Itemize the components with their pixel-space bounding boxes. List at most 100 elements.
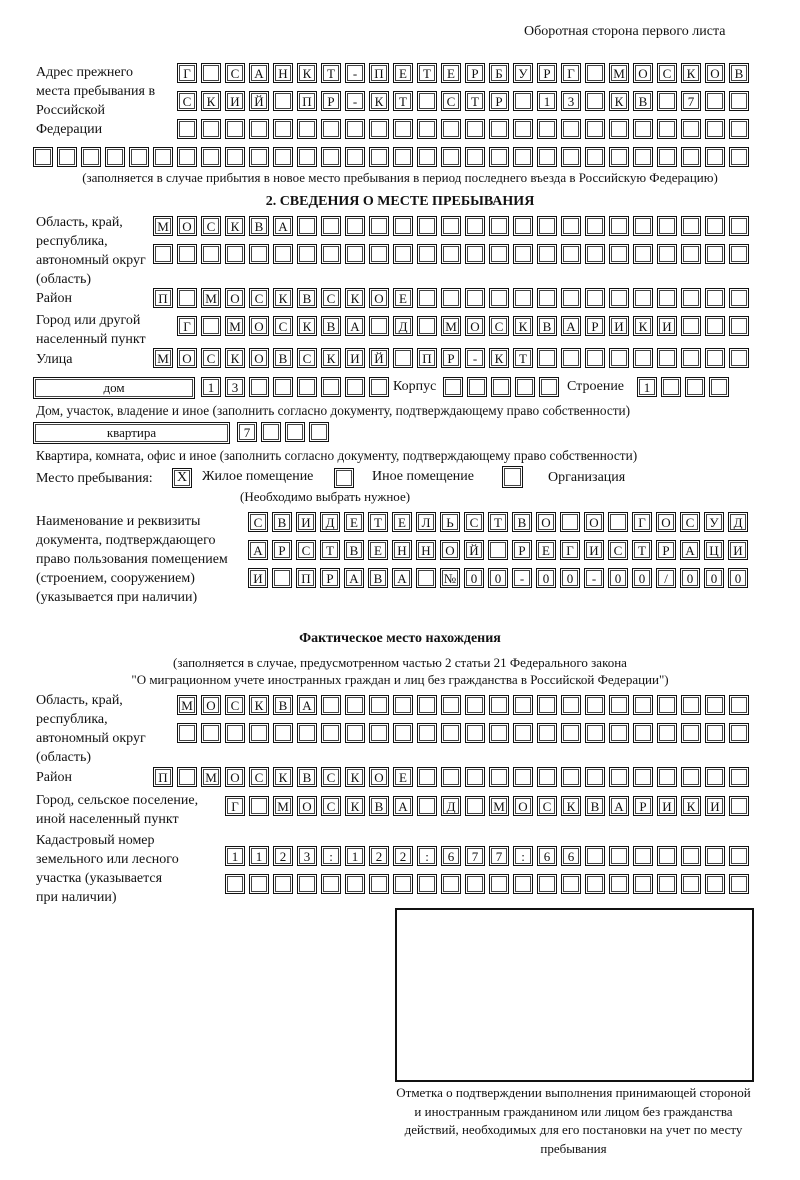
char-cell[interactable] bbox=[489, 723, 509, 743]
char-cell[interactable] bbox=[321, 244, 341, 264]
prev-address-row-4[interactable] bbox=[33, 147, 749, 167]
house-type-field[interactable]: дом bbox=[33, 377, 195, 399]
char-cell[interactable]: С bbox=[321, 767, 341, 787]
char-cell[interactable] bbox=[705, 244, 725, 264]
char-cell[interactable]: Е bbox=[392, 512, 412, 532]
char-cell[interactable]: С bbox=[657, 63, 677, 83]
char-cell[interactable]: 2 bbox=[393, 846, 413, 866]
char-cell[interactable]: В bbox=[344, 540, 364, 560]
char-cell[interactable] bbox=[249, 244, 269, 264]
char-cell[interactable] bbox=[705, 767, 725, 787]
char-cell[interactable]: И bbox=[657, 316, 677, 336]
char-cell[interactable] bbox=[417, 119, 437, 139]
char-cell[interactable] bbox=[585, 723, 605, 743]
char-cell[interactable]: 1 bbox=[537, 91, 557, 111]
char-cell[interactable] bbox=[609, 695, 629, 715]
char-cell[interactable]: Д bbox=[393, 316, 413, 336]
char-cell[interactable] bbox=[441, 216, 461, 236]
char-cell[interactable] bbox=[633, 147, 653, 167]
char-cell[interactable] bbox=[441, 147, 461, 167]
char-cell[interactable] bbox=[608, 512, 628, 532]
char-cell[interactable] bbox=[681, 348, 701, 368]
char-cell[interactable] bbox=[489, 147, 509, 167]
char-cell[interactable] bbox=[57, 147, 77, 167]
char-cell[interactable]: 6 bbox=[441, 846, 461, 866]
char-cell[interactable]: К bbox=[489, 348, 509, 368]
char-cell[interactable] bbox=[177, 723, 197, 743]
char-cell[interactable]: О bbox=[249, 316, 269, 336]
char-cell[interactable]: Р bbox=[512, 540, 532, 560]
char-cell[interactable] bbox=[685, 377, 705, 397]
char-cell[interactable] bbox=[537, 119, 557, 139]
char-cell[interactable]: П bbox=[369, 63, 389, 83]
char-cell[interactable]: О bbox=[249, 348, 269, 368]
char-cell[interactable] bbox=[393, 874, 413, 894]
char-cell[interactable]: К bbox=[297, 63, 317, 83]
char-cell[interactable]: 2 bbox=[369, 846, 389, 866]
char-cell[interactable]: С bbox=[201, 216, 221, 236]
char-cell[interactable]: О bbox=[297, 796, 317, 816]
char-cell[interactable]: Т bbox=[368, 512, 388, 532]
char-cell[interactable] bbox=[345, 695, 365, 715]
char-cell[interactable] bbox=[297, 244, 317, 264]
char-cell[interactable] bbox=[441, 695, 461, 715]
char-cell[interactable]: И bbox=[705, 796, 725, 816]
char-cell[interactable] bbox=[488, 540, 508, 560]
char-cell[interactable] bbox=[489, 695, 509, 715]
char-cell[interactable] bbox=[369, 119, 389, 139]
char-cell[interactable] bbox=[417, 216, 437, 236]
char-cell[interactable]: М bbox=[609, 63, 629, 83]
char-cell[interactable] bbox=[369, 216, 389, 236]
char-cell[interactable] bbox=[441, 723, 461, 743]
char-cell[interactable]: А bbox=[249, 63, 269, 83]
char-cell[interactable]: С bbox=[249, 767, 269, 787]
char-cell[interactable]: К bbox=[609, 91, 629, 111]
char-cell[interactable] bbox=[537, 695, 557, 715]
char-cell[interactable] bbox=[585, 874, 605, 894]
char-cell[interactable]: 7 bbox=[681, 91, 701, 111]
char-cell[interactable] bbox=[489, 244, 509, 264]
char-cell[interactable] bbox=[513, 216, 533, 236]
char-cell[interactable]: Р bbox=[320, 568, 340, 588]
char-cell[interactable] bbox=[321, 119, 341, 139]
char-cell[interactable]: В bbox=[729, 63, 749, 83]
char-cell[interactable] bbox=[441, 874, 461, 894]
char-cell[interactable] bbox=[81, 147, 101, 167]
char-cell[interactable] bbox=[609, 288, 629, 308]
apartment-number-row[interactable]: 7 bbox=[237, 422, 329, 442]
char-cell[interactable] bbox=[465, 767, 485, 787]
char-cell[interactable] bbox=[393, 119, 413, 139]
apartment-type-field[interactable]: квартира bbox=[33, 422, 230, 444]
char-cell[interactable] bbox=[513, 244, 533, 264]
char-cell[interactable]: В bbox=[297, 288, 317, 308]
char-cell[interactable] bbox=[105, 147, 125, 167]
char-cell[interactable]: М bbox=[153, 216, 173, 236]
char-cell[interactable] bbox=[443, 377, 463, 397]
char-cell[interactable]: О bbox=[465, 316, 485, 336]
char-cell[interactable] bbox=[369, 244, 389, 264]
char-cell[interactable] bbox=[513, 119, 533, 139]
char-cell[interactable] bbox=[633, 767, 653, 787]
char-cell[interactable] bbox=[465, 874, 485, 894]
char-cell[interactable] bbox=[513, 695, 533, 715]
char-cell[interactable] bbox=[537, 723, 557, 743]
char-cell[interactable] bbox=[633, 288, 653, 308]
char-cell[interactable]: В bbox=[512, 512, 532, 532]
char-cell[interactable]: М bbox=[273, 796, 293, 816]
char-cell[interactable] bbox=[321, 216, 341, 236]
char-cell[interactable] bbox=[309, 422, 329, 442]
char-cell[interactable] bbox=[153, 244, 173, 264]
char-cell[interactable] bbox=[729, 288, 749, 308]
char-cell[interactable] bbox=[285, 422, 305, 442]
char-cell[interactable]: Е bbox=[368, 540, 388, 560]
char-cell[interactable]: Р bbox=[656, 540, 676, 560]
char-cell[interactable]: 6 bbox=[537, 846, 557, 866]
char-cell[interactable] bbox=[705, 147, 725, 167]
checkbox-residential[interactable]: X bbox=[172, 468, 192, 488]
